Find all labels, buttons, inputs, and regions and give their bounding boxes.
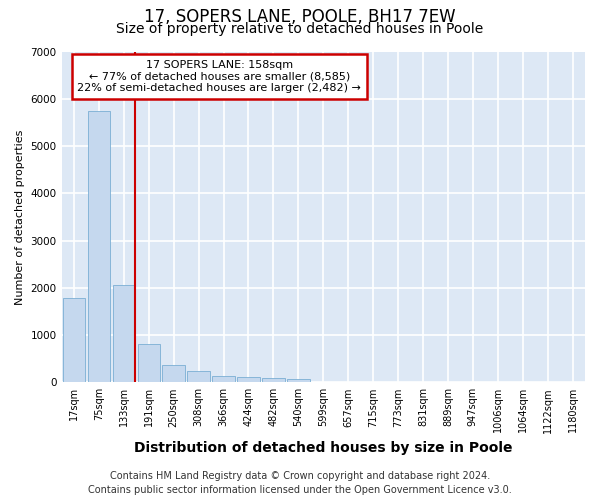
- Text: 17, SOPERS LANE, POOLE, BH17 7EW: 17, SOPERS LANE, POOLE, BH17 7EW: [144, 8, 456, 26]
- Bar: [113, 286, 135, 382]
- Bar: [187, 372, 210, 382]
- Bar: [212, 376, 235, 382]
- Text: Contains HM Land Registry data © Crown copyright and database right 2024.
Contai: Contains HM Land Registry data © Crown c…: [88, 471, 512, 495]
- Y-axis label: Number of detached properties: Number of detached properties: [15, 129, 25, 304]
- Text: Size of property relative to detached houses in Poole: Size of property relative to detached ho…: [116, 22, 484, 36]
- Bar: [63, 298, 85, 382]
- Bar: [163, 366, 185, 382]
- Bar: [237, 377, 260, 382]
- Bar: [88, 110, 110, 382]
- Text: 17 SOPERS LANE: 158sqm
← 77% of detached houses are smaller (8,585)
22% of semi-: 17 SOPERS LANE: 158sqm ← 77% of detached…: [77, 60, 361, 93]
- Bar: [287, 379, 310, 382]
- Bar: [262, 378, 284, 382]
- X-axis label: Distribution of detached houses by size in Poole: Distribution of detached houses by size …: [134, 441, 512, 455]
- Bar: [137, 344, 160, 383]
